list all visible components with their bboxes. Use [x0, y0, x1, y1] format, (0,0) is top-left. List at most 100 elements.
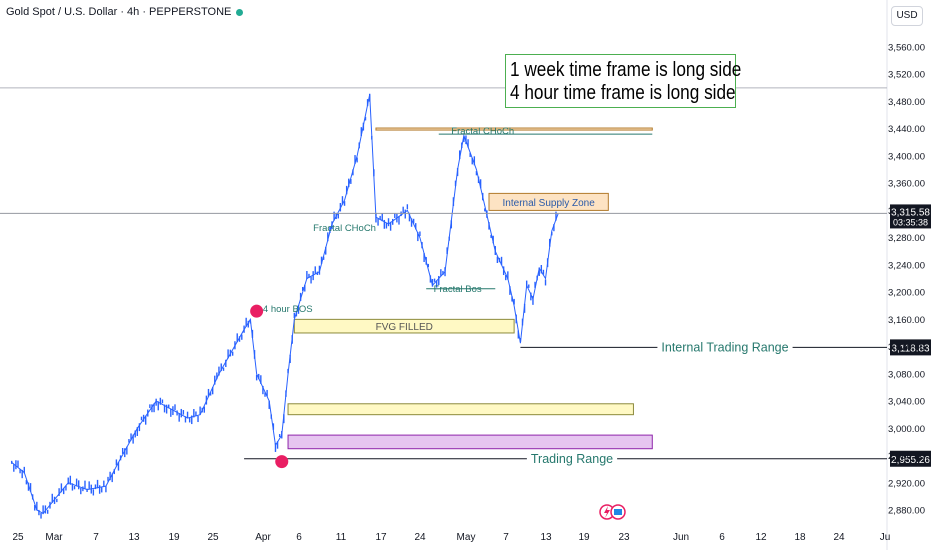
candle-13-6 [231, 351, 234, 356]
candle-24-3 [337, 213, 339, 219]
candle-16-4 [264, 392, 266, 397]
candle-8-6 [149, 404, 151, 409]
candle-23-5 [329, 226, 331, 233]
candle-12-7 [214, 375, 216, 385]
note-box[interactable]: 1 week time frame is long side 4 hour ti… [505, 54, 741, 108]
annotation-label-2: Fractal CHoCh [313, 223, 376, 234]
x-tick-label-8: 11 [336, 532, 347, 543]
x-tick-label-19: 18 [794, 532, 806, 543]
x-tick-label-5: 25 [207, 532, 219, 543]
candle-4-4 [75, 478, 78, 487]
candle-23-4 [327, 232, 329, 242]
marker-1 [250, 304, 264, 318]
y-axis-ticks: 3,560.00 3,520.00 3,480.00 3,440.00 3,400.00… [888, 43, 925, 517]
y-tick-label-13: 3,040.00 [888, 397, 925, 408]
candle-7-7 [132, 434, 134, 444]
symbol-title[interactable]: Gold Spot / U.S. Dollar · 4h · PEPPERSTO… [6, 6, 244, 18]
candle-38-1 [496, 256, 499, 264]
candle-40-0 [513, 298, 515, 305]
y-tick-label-15: 2,960.00 [888, 451, 925, 462]
candle-23-1 [320, 256, 323, 264]
level-label-bg-2 [526, 451, 618, 466]
y-tick-label-14: 3,000.00 [888, 424, 925, 435]
candle-9-1 [157, 401, 159, 411]
annotation-label-4: 4 hour BOS [263, 304, 313, 315]
candle-3-9 [62, 487, 65, 495]
candle-45-2 [549, 238, 551, 247]
currency-selector[interactable]: USD [891, 6, 923, 26]
candle-25-2 [348, 178, 350, 188]
candle-7-2 [121, 448, 124, 454]
candle-8-8 [153, 403, 155, 413]
candle-18-2 [278, 434, 281, 438]
candle-36-4 [484, 208, 486, 212]
candle-29-5 [398, 216, 400, 225]
candle-36-0 [475, 171, 478, 176]
y-tick-label-1: 3,520.00 [888, 70, 925, 81]
y-tick-label-2: 3,480.00 [888, 97, 925, 108]
candle-37-2 [492, 235, 494, 244]
candle-16-3 [262, 385, 264, 395]
y-tick-label-10: 3,160.00 [888, 315, 925, 326]
note-line-2: 4 hour time frame is long side [510, 82, 736, 104]
candle-1-3 [29, 483, 32, 492]
candle-16-1 [258, 373, 260, 380]
candle-8-3 [142, 414, 145, 422]
candle-43-1 [534, 281, 536, 288]
candle-21-0 [293, 312, 296, 319]
y-tick-label-4: 3,400.00 [888, 151, 925, 162]
candle-25-3 [350, 178, 352, 184]
candle-17-0 [268, 400, 270, 409]
candle-12-6 [211, 387, 214, 395]
candle-12-5 [209, 392, 212, 396]
candle-37-1 [490, 234, 492, 238]
level-price-text-1: 3,118.83 [891, 343, 930, 354]
candle-44-1 [540, 265, 543, 274]
lightning-glyph-icon [604, 506, 610, 518]
candle-21-5 [304, 284, 306, 292]
x-tick-label-7: 6 [296, 532, 302, 543]
candle-0-5 [21, 469, 23, 479]
candle-31-0 [419, 231, 421, 237]
candle-11-2 [191, 415, 193, 425]
current-price-text: 3,315.58 [891, 207, 930, 218]
candle-32-3 [438, 275, 440, 285]
candle-7-5 [128, 439, 130, 443]
candle-35-5 [473, 156, 476, 166]
candle-6-1 [107, 476, 109, 482]
candle-22-0 [306, 271, 308, 280]
level-label-bg-1 [657, 340, 793, 355]
candle-9-2 [159, 397, 162, 405]
candle-32-5 [442, 270, 444, 275]
x-tick-label-17: 6 [719, 532, 725, 543]
candle-6-0 [105, 486, 107, 493]
x-tick-label-11: May [457, 532, 476, 543]
zone-label-2: Internal Supply Zone [503, 198, 596, 209]
y-tick-label-8: 3,240.00 [888, 260, 925, 271]
candle-42-1 [528, 284, 530, 288]
candle-29-1 [389, 221, 392, 231]
candle-32-1 [433, 278, 436, 282]
candle-35-2 [467, 139, 469, 148]
candle-13-9 [238, 336, 241, 342]
candle-10-6 [180, 408, 182, 418]
x-tick-label-6: Apr [255, 532, 271, 543]
candle-43-0 [532, 295, 534, 305]
y-tick-label-3: 3,440.00 [888, 124, 925, 135]
candle-34-1 [458, 150, 461, 160]
candle-7-4 [126, 446, 128, 455]
candle-4-0 [67, 477, 69, 485]
x-tick-label-0: 25 [12, 532, 24, 543]
zone-box-1 [375, 127, 653, 131]
candle-14-2 [247, 320, 249, 328]
candle-0-1 [13, 464, 15, 472]
zone-box-4 [287, 403, 634, 416]
candle-3-5 [53, 496, 56, 504]
candle-6-5 [115, 459, 118, 466]
candle-31-4 [427, 263, 429, 268]
level-label-2: Trading Range [531, 452, 613, 466]
candle-35-4 [471, 157, 473, 165]
x-tick-label-4: 19 [168, 532, 180, 543]
candle-8-4 [144, 415, 147, 425]
